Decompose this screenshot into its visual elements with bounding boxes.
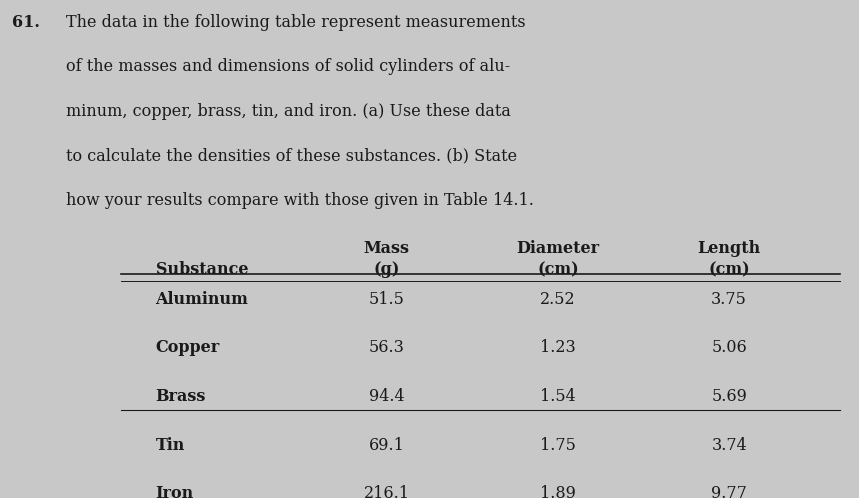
Text: 1.23: 1.23 (540, 340, 576, 357)
Text: Substance: Substance (155, 261, 248, 278)
Text: 51.5: 51.5 (369, 291, 405, 308)
Text: to calculate the densities of these substances. (b) State: to calculate the densities of these subs… (65, 147, 517, 164)
Text: 5.06: 5.06 (711, 340, 747, 357)
Text: minum, copper, brass, tin, and iron. (a) Use these data: minum, copper, brass, tin, and iron. (a)… (65, 103, 510, 120)
Text: (cm): (cm) (537, 261, 579, 278)
Text: 1.75: 1.75 (540, 437, 576, 454)
Text: 3.74: 3.74 (711, 437, 747, 454)
Text: Copper: Copper (155, 340, 220, 357)
Text: Aluminum: Aluminum (155, 291, 248, 308)
Text: 61.: 61. (12, 14, 40, 31)
Text: of the masses and dimensions of solid cylinders of alu-: of the masses and dimensions of solid cy… (65, 58, 510, 75)
Text: 9.77: 9.77 (711, 485, 747, 498)
Text: 5.69: 5.69 (711, 388, 747, 405)
Text: The data in the following table represent measurements: The data in the following table represen… (65, 14, 525, 31)
Text: 1.54: 1.54 (540, 388, 576, 405)
Text: 94.4: 94.4 (369, 388, 405, 405)
Text: how your results compare with those given in Table 14.1.: how your results compare with those give… (65, 192, 533, 209)
Text: Brass: Brass (155, 388, 206, 405)
Text: Mass: Mass (363, 240, 410, 257)
Text: 3.75: 3.75 (711, 291, 747, 308)
Text: 216.1: 216.1 (363, 485, 410, 498)
Text: Iron: Iron (155, 485, 194, 498)
Text: (g): (g) (374, 261, 400, 278)
Text: Length: Length (698, 240, 761, 257)
Text: 69.1: 69.1 (369, 437, 405, 454)
Text: Diameter: Diameter (516, 240, 600, 257)
Text: Tin: Tin (155, 437, 185, 454)
Text: 2.52: 2.52 (540, 291, 576, 308)
Text: (cm): (cm) (709, 261, 750, 278)
Text: 1.89: 1.89 (540, 485, 576, 498)
Text: 56.3: 56.3 (369, 340, 405, 357)
